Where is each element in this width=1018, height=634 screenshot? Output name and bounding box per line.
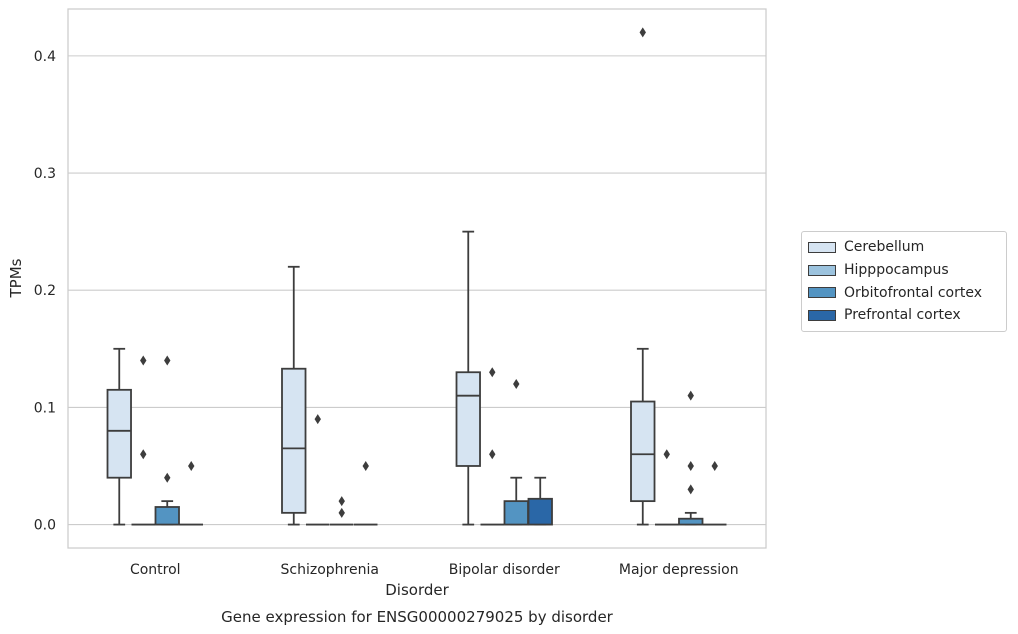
outlier-point [188, 460, 195, 471]
x-tick-label: Control [130, 562, 181, 578]
outlier-point [711, 460, 718, 471]
box-3-3 [702, 460, 727, 526]
outlier-point [489, 449, 496, 460]
box-1-2 [329, 496, 354, 526]
box-body [503, 500, 529, 526]
outlier-point [663, 449, 670, 460]
x-axis-ticks: Control Schizophrenia Bipolar disorder Majo… [130, 562, 739, 578]
y-tick-label: 0.2 [34, 283, 56, 299]
legend-swatch [808, 264, 836, 276]
outlier-point [687, 390, 694, 401]
outlier-point [164, 355, 171, 366]
x-tick-label: Major depression [619, 562, 739, 578]
box-3-0 [630, 27, 656, 526]
legend-swatch [808, 287, 836, 299]
outlier-point [489, 367, 496, 378]
box-0-1 [131, 355, 156, 526]
legend-label: Orbitofrontal cortex [844, 284, 982, 301]
outlier-point [140, 355, 147, 366]
y-tick-label: 0.3 [34, 166, 56, 182]
legend-item: Orbitofrontal cortex [808, 281, 1006, 304]
plot-frame [67, 8, 767, 549]
y-tick-label: 0.0 [34, 518, 56, 534]
x-tick-label: Bipolar disorder [449, 562, 560, 578]
x-tick-label: Schizophrenia [281, 562, 379, 578]
outlier-point [687, 484, 694, 495]
y-tick-label: 0.4 [34, 49, 56, 65]
x-axis-label: Disorder [385, 581, 449, 599]
box-body [106, 388, 132, 479]
box-2-2 [503, 378, 529, 526]
box-1-0 [281, 265, 307, 526]
chart-title: Gene expression for ENSG00000279025 by d… [221, 608, 614, 626]
box-3-1 [654, 449, 679, 526]
box-2-1 [480, 367, 505, 526]
box-body [630, 400, 656, 503]
box-1-1 [305, 414, 330, 526]
box-3-2 [678, 390, 704, 526]
outlier-point [639, 27, 646, 38]
box-body [678, 517, 704, 526]
y-axis-ticks: 0.0 0.1 0.2 0.3 0.4 [34, 49, 56, 534]
box-2-3 [527, 476, 553, 526]
outlier-point [338, 496, 345, 507]
outlier-point [338, 507, 345, 518]
legend-item: Prefrontal cortex [808, 304, 1006, 327]
box-series [106, 27, 727, 526]
box-2-0 [455, 230, 481, 526]
box-1-3 [353, 460, 378, 526]
y-tick-label: 0.1 [34, 400, 56, 416]
outlier-point [362, 460, 369, 471]
outlier-point [513, 378, 520, 389]
outlier-point [314, 414, 321, 425]
chart-legend: Cerebellum Hipppocampus Orbitofrontal cort… [801, 231, 1007, 332]
box-0-0 [106, 347, 132, 526]
outlier-point [687, 460, 694, 471]
legend-item: Cerebellum [808, 236, 1006, 259]
box-0-3 [179, 460, 203, 526]
box-0-2 [154, 355, 180, 526]
box-body [281, 367, 307, 514]
legend-swatch [808, 309, 836, 321]
box-body [154, 506, 180, 526]
legend-swatch [808, 241, 836, 253]
gridlines [68, 55, 766, 526]
outlier-point [164, 472, 171, 483]
legend-label: Hipppocampus [844, 262, 949, 279]
legend-label: Prefrontal cortex [844, 307, 961, 324]
box-body [455, 371, 481, 467]
box-body [527, 497, 553, 526]
legend-item: Hipppocampus [808, 259, 1006, 282]
outlier-point [140, 449, 147, 460]
y-axis-label: TPMs [7, 258, 25, 298]
legend-label: Cerebellum [844, 239, 925, 256]
